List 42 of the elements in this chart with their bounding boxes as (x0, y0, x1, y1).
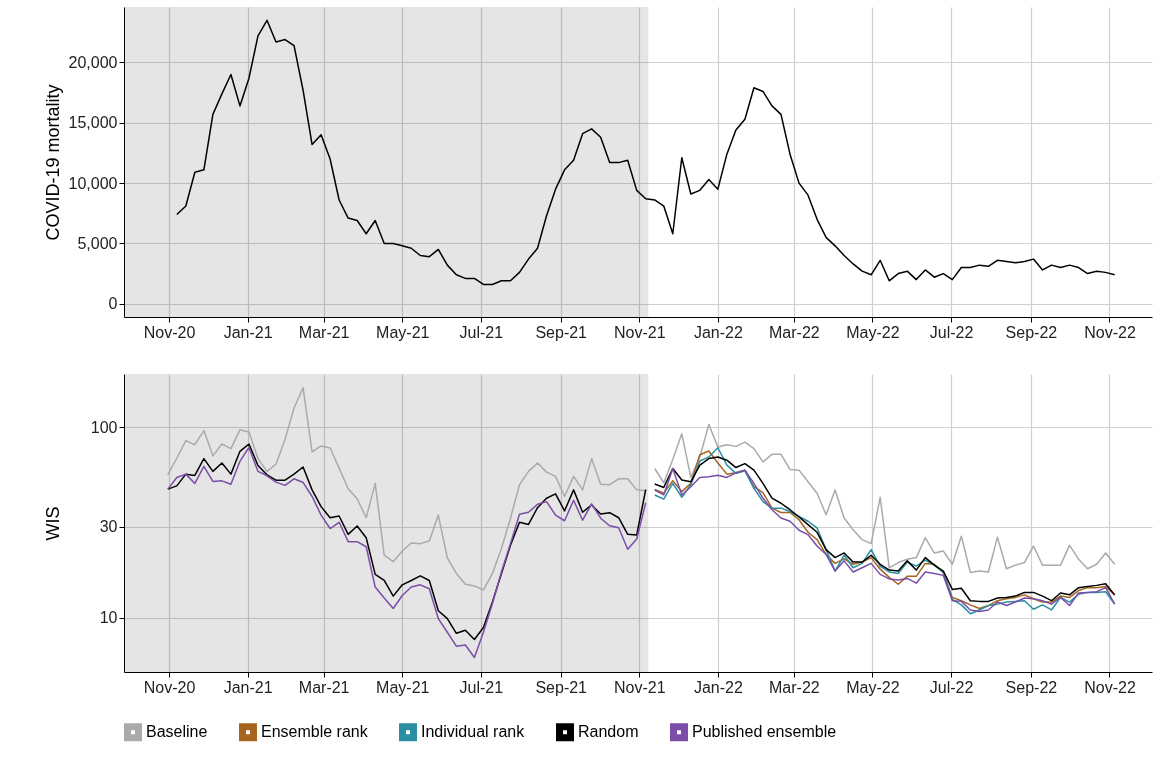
x-tick-label: Jan-21 (223, 323, 273, 341)
x-tick-label: Jul-21 (459, 678, 504, 696)
legend-label: Published ensemble (692, 723, 837, 741)
x-tick-label: Jan-22 (693, 678, 743, 696)
x-tick-label: Jul-22 (929, 323, 974, 341)
x-tick-label: Jan-22 (693, 323, 743, 341)
y-axis-title: COVID-19 mortality (42, 84, 63, 241)
legend-label: Ensemble rank (261, 723, 369, 741)
x-tick-label: May-22 (846, 323, 900, 341)
y-axis-title: WIS (42, 506, 63, 541)
y-tick-label: 5,000 (77, 234, 118, 252)
x-tick-label: May-21 (376, 323, 430, 341)
x-tick-label: Nov-20 (143, 323, 196, 341)
y-tick-label: 100 (90, 418, 118, 436)
legend-label: Individual rank (421, 723, 526, 741)
x-tick-label: Sep-22 (1005, 678, 1058, 696)
y-tick-label: 30 (99, 518, 118, 536)
y-tick-label: 10,000 (68, 174, 118, 192)
x-tick-label: Sep-21 (535, 323, 588, 341)
legend-label: Baseline (146, 723, 208, 741)
line-series (176, 19, 1116, 286)
x-tick-label: Sep-22 (1005, 323, 1058, 341)
x-tick-label: Nov-20 (143, 678, 196, 696)
x-tick-label: Sep-21 (535, 678, 588, 696)
x-tick-label: May-21 (376, 678, 430, 696)
x-tick-label: Mar-21 (298, 678, 350, 696)
x-tick-label: Nov-21 (614, 323, 666, 341)
x-tick-label: Jul-21 (459, 323, 504, 341)
y-tick-label: 0 (108, 295, 118, 313)
y-tick-label: 10 (99, 609, 118, 627)
x-tick-label: Mar-22 (769, 323, 820, 341)
y-tick-label: 15,000 (68, 114, 118, 132)
x-tick-label: Nov-21 (614, 678, 666, 696)
x-tick-label: Mar-22 (769, 678, 820, 696)
x-tick-label: Jul-22 (929, 678, 974, 696)
x-tick-label: May-22 (846, 678, 900, 696)
x-tick-label: Nov-22 (1084, 678, 1136, 696)
legend-label: Random (578, 723, 639, 741)
x-tick-label: Mar-21 (298, 323, 350, 341)
x-tick-label: Jan-21 (223, 678, 273, 696)
x-tick-label: Nov-22 (1084, 323, 1136, 341)
y-tick-label: 20,000 (68, 53, 118, 71)
